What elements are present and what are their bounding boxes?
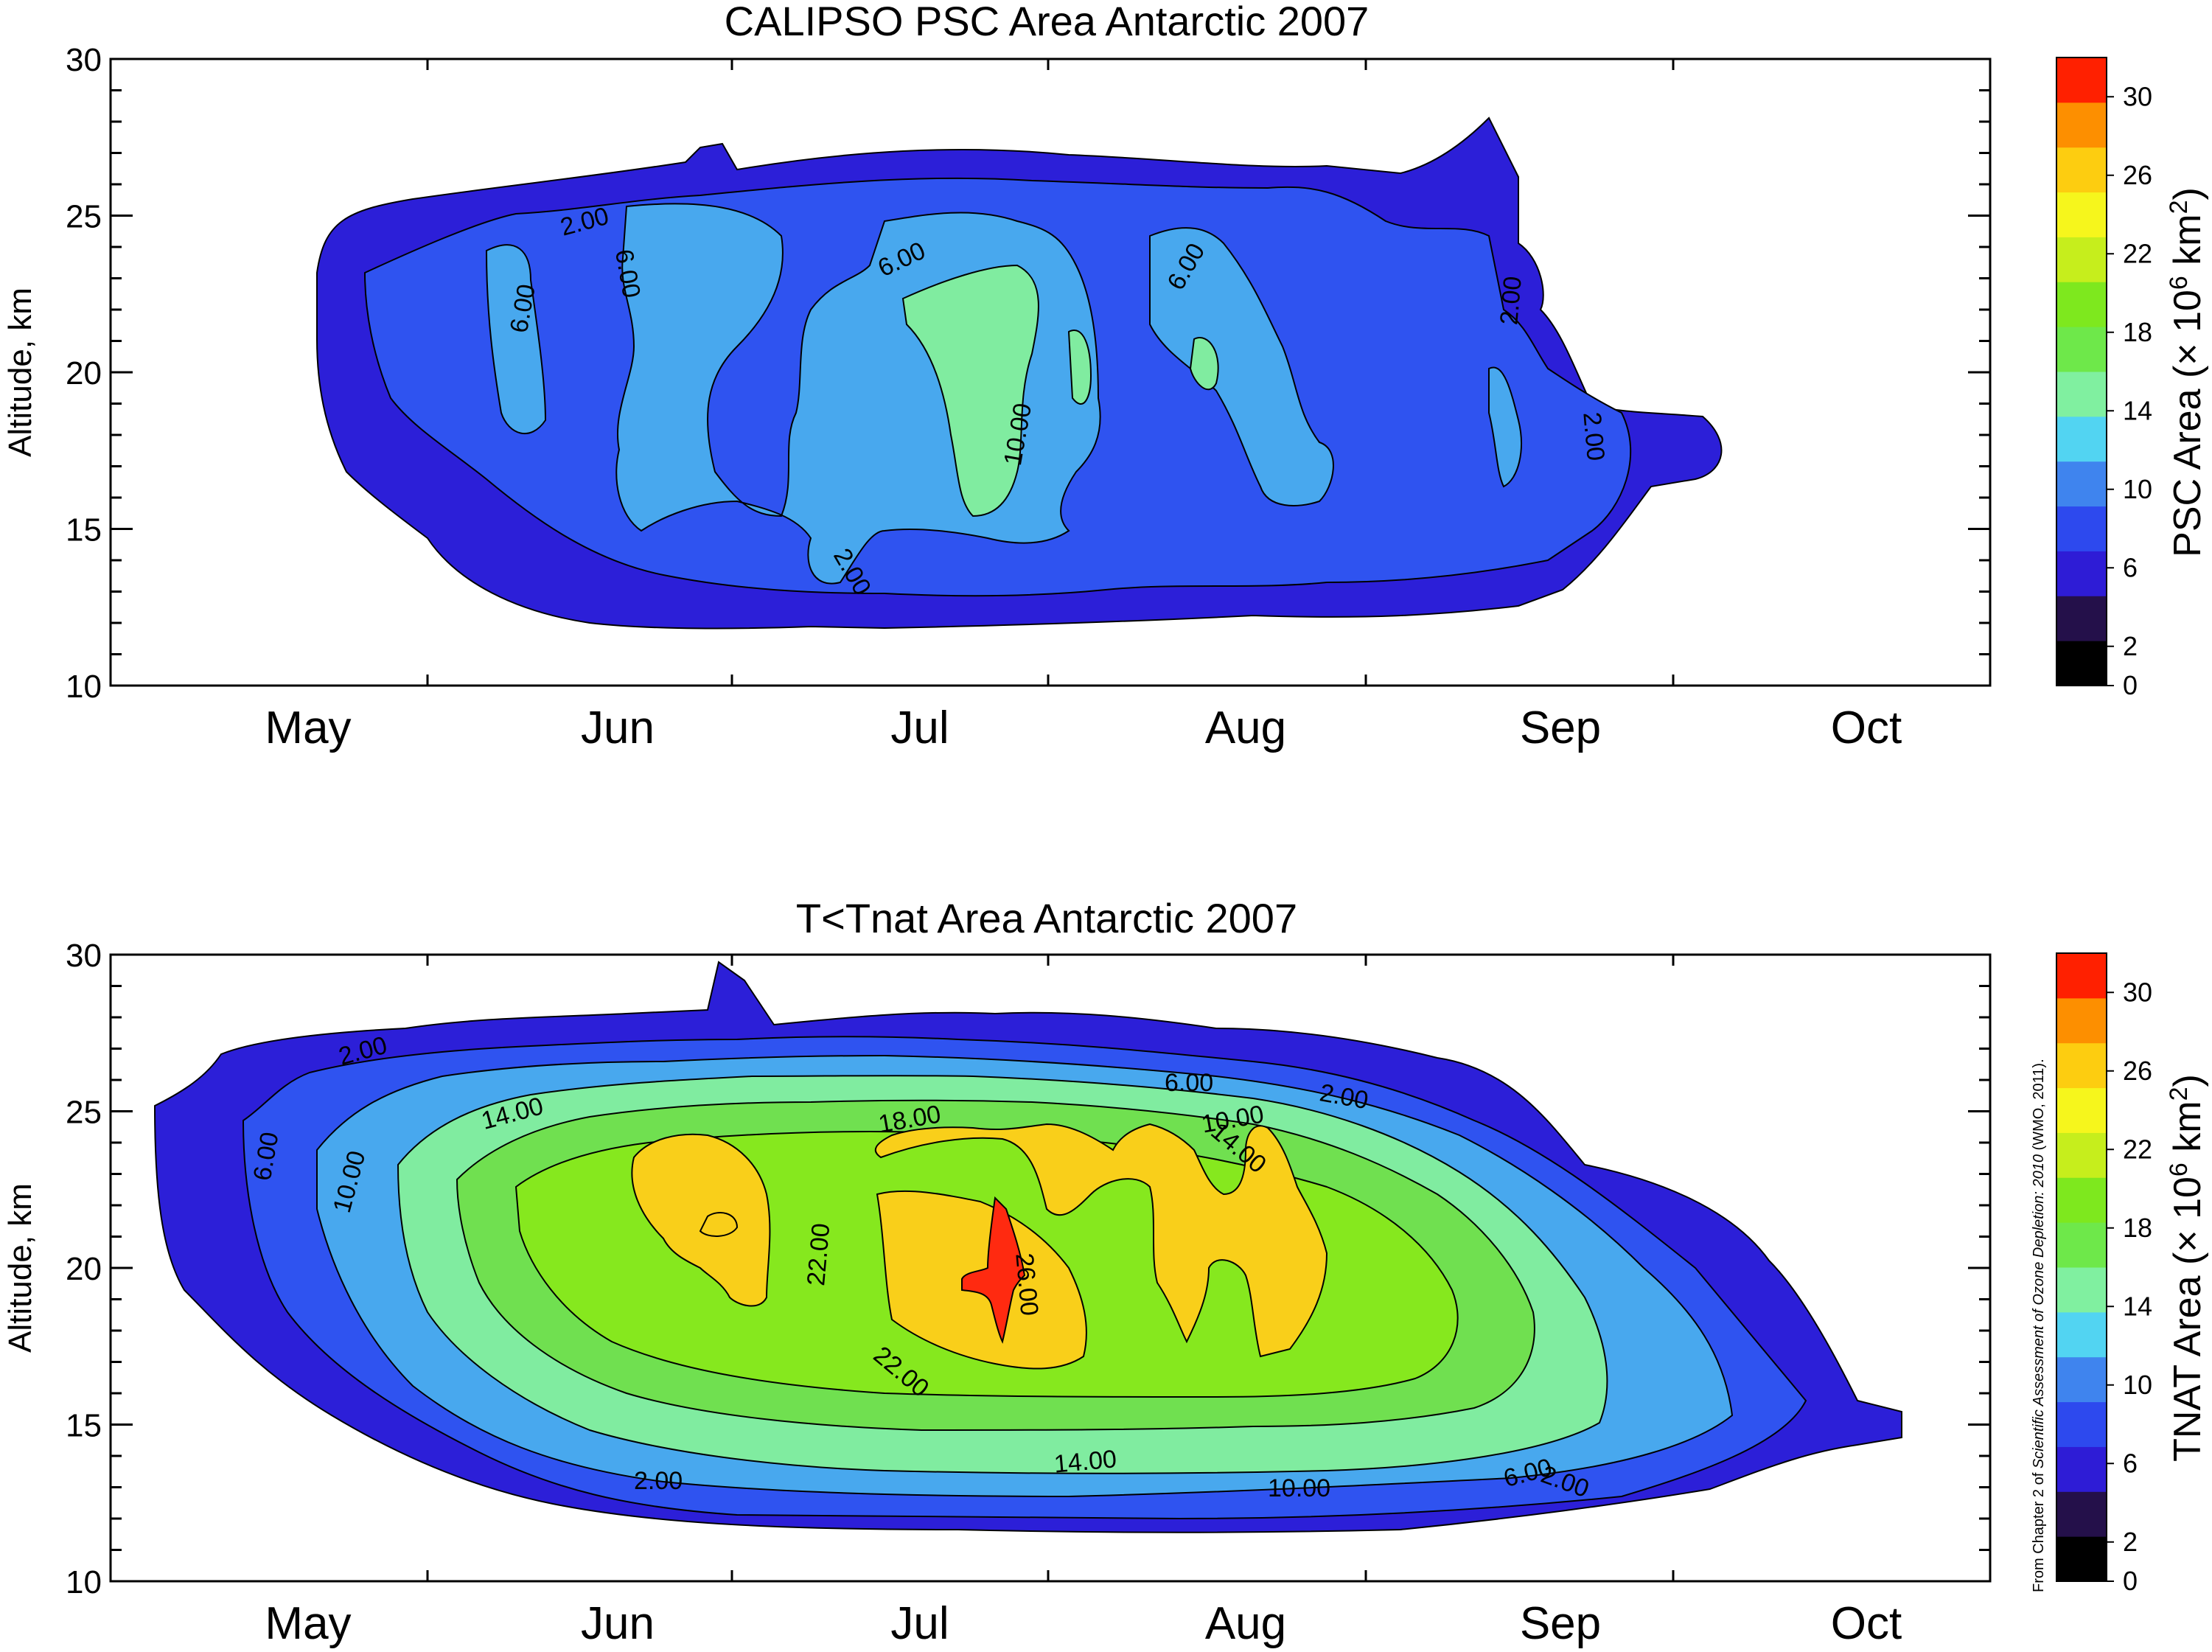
colorbar-swatch	[2056, 1267, 2107, 1313]
colorbar-tick-label: 2	[2123, 631, 2138, 661]
psc-area-panel: CALIPSO PSC Area Antarctic 2007 10152025…	[2, 0, 2209, 753]
x-tick-label: Aug	[1205, 1598, 1286, 1649]
y-tick-label: 20	[66, 1251, 102, 1287]
psc-chart-title: CALIPSO PSC Area Antarctic 2007	[725, 0, 1370, 44]
colorbar-tick-label: 14	[2123, 395, 2152, 425]
colorbar-swatch	[2056, 102, 2107, 148]
y-tick-label: 20	[66, 355, 102, 391]
colorbar-swatch	[2056, 1042, 2107, 1089]
psc-y-axis: 10 15 20 25 30	[66, 42, 1990, 705]
colorbar-swatch	[2056, 1222, 2107, 1268]
x-tick-label: Sep	[1520, 1598, 1601, 1649]
y-tick-label: 10	[66, 1564, 102, 1600]
y-tick-label: 15	[66, 512, 102, 548]
colorbar-swatch	[2056, 372, 2107, 417]
colorbar-tick-label: 6	[2123, 552, 2138, 582]
colorbar-swatch	[2056, 1446, 2107, 1492]
x-tick-label: May	[265, 1598, 351, 1649]
tnat-level-30	[961, 1196, 1026, 1344]
tnat-contour-label: 6.00	[1165, 1069, 1213, 1097]
x-tick-label: Jul	[890, 1598, 949, 1649]
tnat-contour-label: 22.00	[802, 1222, 835, 1287]
x-tick-label: Jul	[890, 703, 949, 753]
colorbar-tick-label: 26	[2123, 1056, 2152, 1086]
tnat-contour-fills	[153, 961, 1902, 1533]
psc-y-axis-label: Altitude, km	[2, 287, 38, 457]
colorbar-swatch	[2056, 1356, 2107, 1403]
colorbar-tick-label: 10	[2123, 1370, 2152, 1400]
tnat-colorbar-label: TNAT Area (× 106 km2)	[2165, 1074, 2209, 1462]
colorbar-tick-label: 14	[2123, 1291, 2152, 1321]
psc-contour-fills	[316, 116, 1723, 630]
colorbar-swatch	[2056, 1401, 2107, 1447]
tnat-contour-label: 2.00	[634, 1467, 683, 1495]
colorbar-swatch	[2056, 282, 2107, 327]
colorbar-swatch	[2056, 327, 2107, 372]
colorbar-swatch	[2056, 147, 2107, 193]
y-tick-label: 10	[66, 669, 102, 705]
x-tick-label: Jun	[581, 1598, 655, 1649]
colorbar-tick-label: 2	[2123, 1527, 2138, 1557]
colorbar-tick-label: 10	[2123, 474, 2152, 504]
tnat-chart-title: T<Tnat Area Antarctic 2007	[796, 895, 1297, 941]
colorbar-swatch	[2056, 551, 2107, 596]
y-tick-label: 15	[66, 1408, 102, 1444]
colorbar-swatch	[2056, 237, 2107, 282]
colorbar-tick-label: 22	[2123, 238, 2152, 268]
tnat-y-axis: 10 15 20 25 30	[66, 938, 1990, 1600]
colorbar-tick-label: 30	[2123, 81, 2152, 111]
colorbar-swatch	[2056, 57, 2107, 103]
x-tick-label: Jun	[581, 703, 655, 753]
y-tick-label: 30	[66, 42, 102, 78]
colorbar-tick-label: 18	[2123, 317, 2152, 347]
tnat-contour-label: 10.00	[1268, 1474, 1330, 1502]
colorbar-swatch	[2056, 416, 2107, 462]
colorbar-tick-label: 0	[2123, 1566, 2138, 1596]
colorbar-swatch	[2056, 461, 2107, 507]
colorbar-swatch	[2056, 596, 2107, 641]
x-tick-label: Oct	[1831, 1598, 1902, 1649]
tnat-y-axis-label: Altitude, km	[2, 1183, 38, 1353]
colorbar-tick-label: 18	[2123, 1213, 2152, 1243]
colorbar-swatch	[2056, 1491, 2107, 1537]
colorbar-swatch	[2056, 1087, 2107, 1133]
tnat-level-26	[631, 1123, 1328, 1370]
colorbar-swatch	[2056, 1177, 2107, 1223]
x-tick-label: Aug	[1205, 703, 1286, 753]
psc-contour-labels: 2.00 6.00 6.00 6.00 6.00 10.00 2.00 2.00…	[505, 202, 1610, 600]
psc-x-axis: May Jun Jul Aug Sep Oct	[265, 59, 1902, 753]
colorbar-swatch	[2056, 1311, 2107, 1358]
colorbar-tick-label: 26	[2123, 160, 2152, 190]
colorbar-tick-label: 6	[2123, 1448, 2138, 1478]
y-tick-label: 30	[66, 938, 102, 974]
colorbar-swatch	[2056, 641, 2107, 686]
colorbar-swatch	[2056, 997, 2107, 1044]
psc-level-14	[901, 264, 1219, 517]
y-tick-label: 25	[66, 199, 102, 235]
colorbar-swatch	[2056, 192, 2107, 237]
colorbar-tick-label: 0	[2123, 670, 2138, 700]
psc-contour-label: 2.00	[1577, 411, 1610, 461]
colorbar-swatch	[2056, 506, 2107, 551]
psc-contour-label: 2.00	[1495, 275, 1527, 326]
source-credit: From Chapter 2 of Scientific Assessment …	[2031, 1059, 2047, 1592]
x-tick-label: May	[265, 703, 351, 753]
colorbar-swatch	[2056, 953, 2107, 999]
colorbar-tick-label: 22	[2123, 1134, 2152, 1164]
tnat-x-axis: May Jun Jul Aug Sep Oct	[265, 955, 1902, 1649]
colorbar-tick-label: 30	[2123, 977, 2152, 1007]
y-tick-label: 25	[66, 1095, 102, 1131]
colorbar-swatch	[2056, 1132, 2107, 1178]
colorbar-swatch	[2056, 1536, 2107, 1582]
tnat-contour-label: 14.00	[1053, 1445, 1117, 1478]
tnat-contour-label: 26.00	[1010, 1252, 1043, 1317]
x-tick-label: Sep	[1520, 703, 1601, 753]
psc-colorbar-label: PSC Area (× 106 km2)	[2165, 187, 2209, 557]
x-tick-label: Oct	[1831, 703, 1902, 753]
